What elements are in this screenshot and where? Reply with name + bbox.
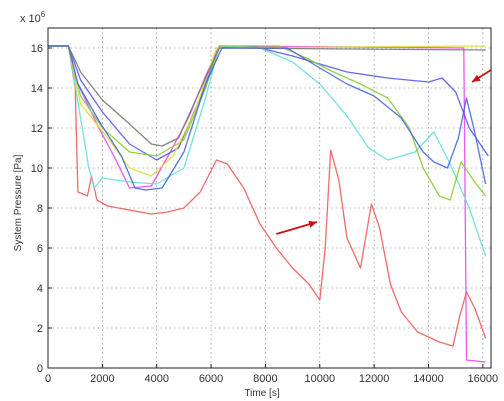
- arrow-head: [308, 220, 318, 228]
- y-tick-label: 2: [37, 323, 43, 335]
- x-tick-label: 8000: [253, 373, 277, 385]
- axes: 0 2000 4000 6000 8000 10000 12000 14000 16000 0 2 4…: [31, 27, 499, 385]
- y-tick-label: 0: [37, 363, 43, 375]
- series-line-7: [48, 45, 486, 147]
- x-tick-label: 16000: [468, 373, 499, 385]
- x-tick-label: 0: [45, 373, 51, 385]
- series-layer: [48, 45, 489, 363]
- grid: [48, 28, 491, 368]
- series-line-5: [48, 45, 487, 201]
- y-tick-label: 6: [37, 243, 43, 255]
- y-exponent-label: x 106: [20, 10, 46, 25]
- plot-frame: [47, 27, 492, 369]
- x-tick-label: 2000: [90, 373, 114, 385]
- x-axis-title: Time [s]: [244, 388, 279, 399]
- series-line-8: [48, 45, 487, 191]
- series-line-4: [48, 45, 487, 257]
- y-tick-label: 10: [31, 163, 43, 175]
- annotation-layer: [276, 69, 492, 235]
- y-tick-label: 4: [37, 283, 43, 295]
- arrow-head: [471, 74, 481, 82]
- x-tick-label: 6000: [199, 373, 223, 385]
- y-tick-label: 14: [31, 83, 43, 95]
- x-tick-label: 12000: [359, 373, 390, 385]
- x-tick-label: 14000: [413, 373, 444, 385]
- y-axis-title: System Pressure [Pa]: [13, 154, 24, 251]
- series-line-6: [48, 45, 486, 177]
- y-tick-label: 16: [31, 43, 43, 55]
- x-tick-label: 4000: [144, 373, 168, 385]
- annotation-arrow-2: [471, 69, 492, 83]
- y-tick-label: 8: [37, 203, 43, 215]
- y-tick-label: 12: [31, 123, 43, 135]
- x-tick-label: 10000: [304, 373, 335, 385]
- annotation-arrow-1: [276, 220, 318, 235]
